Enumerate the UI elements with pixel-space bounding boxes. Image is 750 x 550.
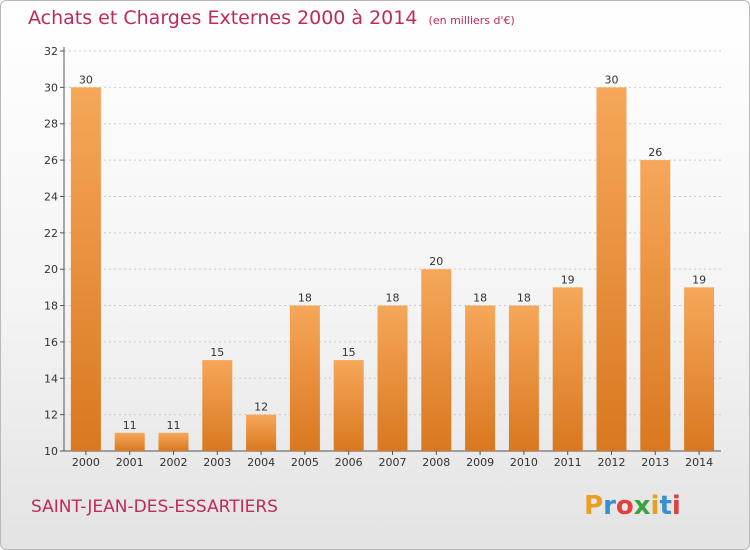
bar — [114, 432, 145, 451]
bars — [70, 87, 715, 451]
bar — [158, 432, 189, 451]
bar-value-label: 18 — [298, 292, 312, 305]
logo-letter: i — [671, 491, 681, 521]
tick-labels: 10 12 14 16 18 20 22 24 26 28 30 32 2000 2001 2002 2003… — [44, 45, 713, 469]
bar — [202, 360, 233, 451]
bar — [596, 87, 627, 451]
bar — [508, 305, 539, 451]
bar-value-label: 20 — [429, 255, 443, 268]
x-tick-label: 2013 — [641, 456, 669, 469]
bar-value-label: 19 — [692, 273, 706, 286]
x-tick-label: 2012 — [598, 456, 626, 469]
bar — [421, 269, 452, 451]
x-tick-label: 2003 — [203, 456, 231, 469]
bar-value-label: 15 — [342, 346, 356, 359]
data-labels: 30 11 11 15 12 18 15 18 20 18 18 19 30 26 19 — [79, 73, 706, 431]
y-tick-label: 16 — [44, 336, 58, 349]
bar — [684, 287, 715, 451]
x-tick-label: 2005 — [291, 456, 319, 469]
commune-name: SAINT-JEAN-DES-ESSARTIERS — [31, 497, 278, 517]
proxiti-logo: Proxiti — [584, 491, 681, 521]
bar — [289, 305, 320, 451]
y-tick-label: 18 — [44, 300, 58, 313]
y-tick-label: 12 — [44, 409, 58, 422]
x-tick-label: 2009 — [466, 456, 494, 469]
y-tick-label: 20 — [44, 263, 58, 276]
logo-letter: P — [584, 491, 604, 521]
bar — [640, 160, 671, 451]
bar-value-label: 11 — [123, 419, 137, 432]
bar-value-label: 19 — [561, 273, 575, 286]
logo-letter: r — [603, 491, 616, 521]
x-tick-label: 2002 — [160, 456, 188, 469]
y-tick-label: 28 — [44, 118, 58, 131]
y-tick-label: 14 — [44, 372, 58, 385]
bar-value-label: 30 — [605, 73, 619, 86]
chart-title-block: Achats et Charges Externes 2000 à 2014 (… — [28, 7, 515, 29]
y-tick-label: 24 — [44, 190, 58, 203]
bar — [333, 360, 364, 451]
logo-letter: i — [650, 491, 660, 521]
x-tick-label: 2004 — [247, 456, 275, 469]
logo-letter: o — [615, 491, 634, 521]
logo-letter: x — [633, 491, 651, 521]
x-tick-label: 2006 — [335, 456, 363, 469]
x-tick-label: 2011 — [554, 456, 582, 469]
y-tick-label: 22 — [44, 227, 58, 240]
x-tick-label: 2000 — [72, 456, 100, 469]
x-tick-label: 2014 — [685, 456, 713, 469]
x-tick-label: 2010 — [510, 456, 538, 469]
logo-letter: t — [659, 491, 672, 521]
bar-value-label: 15 — [210, 346, 224, 359]
bar — [465, 305, 496, 451]
chart-subtitle: (en milliers d'€) — [428, 14, 515, 27]
bar-value-label: 30 — [79, 73, 93, 86]
y-tick-label: 26 — [44, 154, 58, 167]
bar — [70, 87, 101, 451]
bar — [552, 287, 583, 451]
bar-value-label: 18 — [517, 292, 531, 305]
bar — [377, 305, 408, 451]
x-tick-label: 2007 — [379, 456, 407, 469]
bar-value-label: 26 — [648, 146, 662, 159]
y-tick-label: 10 — [44, 445, 58, 458]
y-tick-label: 30 — [44, 81, 58, 94]
bar-value-label: 11 — [167, 419, 181, 432]
chart-title: Achats et Charges Externes 2000 à 2014 — [28, 7, 418, 29]
y-tick-label: 32 — [44, 45, 58, 58]
bar-value-label: 18 — [473, 292, 487, 305]
bar-value-label: 12 — [254, 401, 268, 414]
x-tick-label: 2008 — [422, 456, 450, 469]
bar — [246, 414, 277, 451]
x-tick-label: 2001 — [116, 456, 144, 469]
bar-value-label: 18 — [386, 292, 400, 305]
